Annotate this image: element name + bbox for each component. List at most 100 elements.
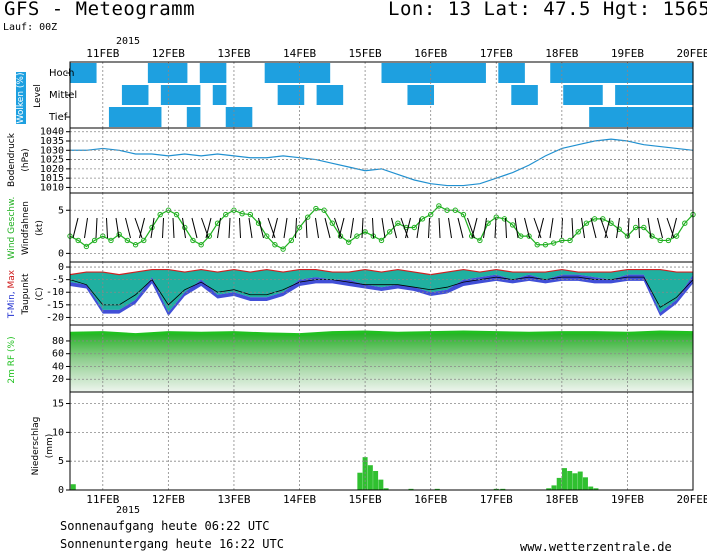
precip-ylabel: Niederschlag [31,417,41,476]
wind-barb [590,217,597,239]
cloud-cell [641,63,655,83]
source-link[interactable]: www.wetterzentrale.de [520,540,672,554]
temperature-ytick: 0 [58,262,64,273]
humidity-ytick: 20 [52,374,64,385]
cloud-cell [186,85,201,105]
wind-barb [581,217,585,239]
wind-speed-point [157,211,163,218]
wind-barb [666,217,675,239]
precip-bar [561,468,567,490]
precip-bar [577,471,583,490]
wind-barb [95,217,98,239]
wind-speed-point [124,237,131,244]
cloud-cell [108,107,123,127]
wind-barb [162,217,164,239]
temperature-ytick: -20 [46,312,64,323]
date-label-top: 15FEB [349,47,382,60]
dewpoint-line [69,276,694,308]
cloud-cell [680,63,694,83]
cloud-cell [147,107,162,127]
cloud-cell [160,63,175,83]
cloud-cell [641,107,655,127]
cloud-cell [576,63,590,83]
cloud-cell [121,85,136,105]
cloud-label-bg [16,72,26,124]
wind-speed-point [436,203,442,209]
wind-barb [647,217,652,239]
precipitation-ytick: 15 [52,399,64,410]
date-label-bottom: 13FEB [217,493,250,506]
wind-speed-point [534,242,540,248]
wind-speed-point [616,226,622,232]
wind-barb [616,217,620,239]
wind-barb [205,217,212,239]
wind-speed-point [141,237,147,244]
date-label-bottom: 18FEB [545,493,578,506]
precip-bar [408,488,414,490]
date-label-top: 16FEB [414,47,447,60]
pressure-ytick: 1030 [40,145,64,156]
cloud-cell [511,63,525,83]
cloud-cell [212,85,227,105]
precip-bar [567,470,573,490]
wind-speed-point [682,220,688,226]
date-label-top: 19FEB [611,47,644,60]
date-label-top: 13FEB [217,47,250,60]
wind-barb [150,217,155,239]
wind-barb [627,217,630,239]
cloud-cell [472,63,486,83]
precip-bar [588,486,594,490]
precip-bar [378,479,384,490]
date-label-top: 12FEB [152,47,185,60]
wind-barb [191,217,198,239]
wind-barb [172,217,175,239]
wind-speed-point [501,216,508,222]
pressure-ytick: 1025 [40,155,64,166]
cloud-cell [290,85,305,105]
temp-max-label: Max [7,269,17,288]
cloud-level-label: Level [33,84,43,108]
wind-speed-point [550,240,557,246]
wind-barb [139,217,145,239]
wind-speed-point [280,246,286,252]
cloud-cell [654,107,668,127]
cloud-cell [628,85,642,105]
cloud-cell [589,85,603,105]
temp-range-area [70,269,693,313]
cloud-cell [654,63,668,83]
wind-speed-point [255,220,262,226]
pressure-ylabel: Bodendruck [7,132,17,187]
wind-speed-point [649,233,655,239]
precipitation-ytick: 10 [52,427,64,438]
wind-barb [514,217,519,239]
wind-barb [182,217,186,239]
location-info: Lon: 13 Lat: 47.5 Hgt: 1565m [388,0,707,20]
cloud-cell [212,63,227,83]
wind-speed-point [272,242,278,248]
humidity-ylabel: 2m RF (%) [7,336,17,383]
wind-speed-point [108,237,114,244]
wind-speed-point [198,242,204,248]
wind-barb [283,217,288,239]
wind-speed-point [477,237,483,244]
wind-speed-point [91,237,98,244]
wind-speed-point [673,233,680,239]
wind-barb [305,217,308,239]
wind-speed-point [518,233,524,239]
wind-speed-point [411,224,417,231]
wind-speed-point [509,222,516,228]
sunset-text: Sonnenuntergang heute 16:22 UTC [60,537,284,551]
wind-barb [350,217,354,239]
wind-barb [494,217,497,239]
cloud-cell [225,107,240,127]
humidity-ytick: 40 [52,361,64,372]
wind-barb [295,217,297,239]
cloud-cell [121,107,136,127]
wind-speed-point [173,211,180,218]
wind-speed-point [206,233,213,239]
wind-speed-point [444,207,450,213]
cloud-cell [628,107,642,127]
wind-barb [134,217,143,239]
temp-max-line [69,268,693,276]
